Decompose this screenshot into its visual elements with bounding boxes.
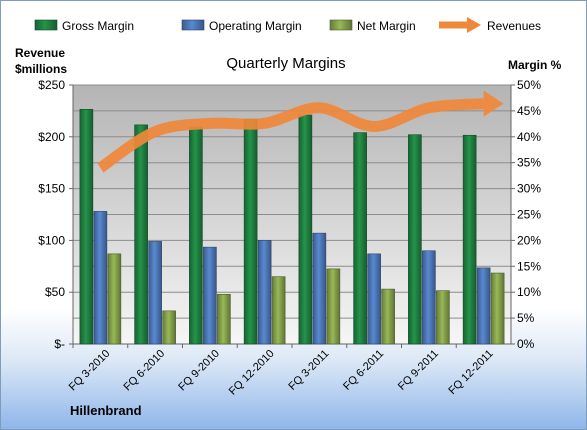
bar-operating-margin bbox=[148, 241, 162, 345]
bar-gross-margin bbox=[408, 134, 422, 345]
x-tick-label: FQ 3-2011 bbox=[286, 348, 331, 393]
legend-swatch-net-margin bbox=[329, 19, 353, 31]
x-tick-label: FQ 9-2010 bbox=[176, 348, 222, 394]
bar-gross-margin bbox=[243, 118, 258, 345]
right-tick-label: 50% bbox=[517, 78, 541, 92]
right-tick-label: 30% bbox=[517, 182, 541, 196]
bar-operating-margin bbox=[93, 211, 108, 345]
bar-operating-margin bbox=[476, 267, 491, 345]
right-tick-label: 5% bbox=[517, 311, 535, 325]
chart-title: Quarterly Margins bbox=[226, 55, 345, 72]
x-tick-label: FQ 6-2010 bbox=[122, 348, 168, 394]
legend-label: Gross Margin bbox=[62, 19, 134, 33]
left-tick-label: $250 bbox=[38, 78, 65, 92]
right-tick-label: 25% bbox=[517, 208, 541, 222]
legend-label: Net Margin bbox=[357, 19, 416, 33]
bar-operating-margin bbox=[312, 232, 327, 345]
x-tick-label: FQ 6-2011 bbox=[341, 348, 386, 393]
bar-net-margin bbox=[107, 253, 122, 345]
company-label: Hillenbrand bbox=[70, 403, 142, 418]
bar-gross-margin bbox=[134, 124, 148, 345]
bar-operating-margin bbox=[257, 240, 272, 345]
right-axis-label: Margin % bbox=[508, 58, 562, 72]
right-tick-label: 10% bbox=[517, 285, 541, 299]
bar-net-margin bbox=[162, 310, 176, 345]
revenues-arrowhead bbox=[483, 90, 504, 117]
bar-net-margin bbox=[436, 290, 450, 345]
bar-operating-margin bbox=[203, 246, 217, 345]
legend-label: Operating Margin bbox=[209, 19, 302, 33]
x-tick-label: FQ 12-2010 bbox=[227, 348, 277, 398]
left-tick-label: $- bbox=[54, 337, 65, 351]
legend-label: Revenues bbox=[487, 19, 541, 33]
x-tick-label: FQ 9-2011 bbox=[396, 348, 441, 393]
x-tick-label: FQ 3-2010 bbox=[67, 348, 113, 394]
right-tick-label: 40% bbox=[517, 130, 541, 144]
bar-operating-margin bbox=[367, 253, 381, 345]
left-tick-label: $150 bbox=[38, 182, 65, 196]
bar-gross-margin bbox=[462, 134, 477, 345]
right-tick-label: 0% bbox=[517, 337, 535, 351]
left-axis-label-line1: Revenue bbox=[15, 46, 65, 60]
revenues-line bbox=[97, 98, 485, 173]
bar-net-margin bbox=[271, 276, 286, 345]
bar-gross-margin bbox=[189, 126, 203, 345]
left-tick-label: $50 bbox=[45, 285, 65, 299]
legend-arrow-revenues bbox=[467, 17, 481, 33]
left-axis-label-line2: $millions bbox=[15, 62, 67, 76]
legend-swatch-operating-margin bbox=[181, 19, 205, 31]
bar-net-margin bbox=[326, 268, 341, 345]
left-tick-label: $100 bbox=[38, 233, 65, 247]
bar-net-margin bbox=[381, 288, 395, 345]
right-tick-label: 20% bbox=[517, 233, 541, 247]
right-tick-label: 35% bbox=[517, 156, 541, 170]
bar-net-margin bbox=[217, 293, 231, 345]
x-tick-label: FQ 12-2011 bbox=[446, 348, 495, 397]
bar-operating-margin bbox=[422, 250, 436, 345]
bar-net-margin bbox=[490, 272, 505, 345]
right-tick-label: 15% bbox=[517, 259, 541, 273]
bar-gross-margin bbox=[298, 114, 313, 345]
bar-gross-margin bbox=[353, 132, 367, 345]
right-tick-label: 45% bbox=[517, 104, 541, 118]
left-tick-label: $200 bbox=[38, 130, 65, 144]
legend-swatch-gross-margin bbox=[34, 19, 58, 31]
bar-gross-margin bbox=[79, 109, 94, 345]
